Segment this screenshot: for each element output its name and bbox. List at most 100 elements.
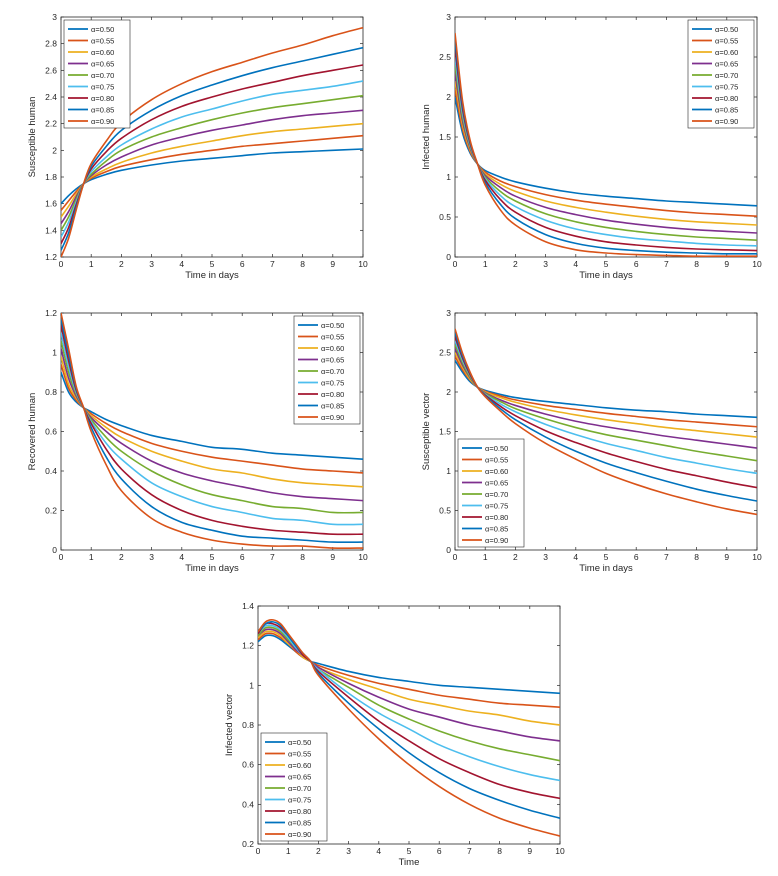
x-tick-label: 4	[573, 552, 578, 562]
legend-entry: α=0.80	[91, 94, 114, 103]
x-tick-label: 1	[483, 552, 488, 562]
legend-entry: α=0.55	[485, 456, 508, 465]
x-tick-label: 8	[694, 552, 699, 562]
y-tick-label: 2.6	[45, 65, 57, 75]
y-axis-label: Infected vector	[224, 694, 235, 756]
x-tick-label: 7	[664, 259, 669, 269]
x-tick-label: 0	[59, 259, 64, 269]
series-line	[258, 620, 560, 819]
x-tick-label: 7	[270, 259, 275, 269]
legend-entry: α=0.65	[321, 356, 344, 365]
chart-susceptible-human: 0 1 2 3 4 5 6 7 8 9 10 1.2 1.4 1.6 1.8 2 2.2 2.4 2.6 2.8 3 Ti…	[27, 12, 368, 281]
x-tick-label: 6	[240, 552, 245, 562]
series-line	[455, 32, 757, 257]
legend-entry: α=0.50	[321, 321, 344, 330]
x-tick-label: 7	[664, 552, 669, 562]
x-tick-label: 3	[149, 259, 154, 269]
y-tick-label: 1	[446, 172, 451, 182]
x-tick-label: 4	[179, 552, 184, 562]
y-tick-label: 2.4	[45, 92, 57, 102]
y-tick-label: 0.6	[242, 760, 254, 770]
x-tick-label: 4	[376, 846, 381, 856]
y-tick-label: 2.8	[45, 39, 57, 49]
series-line	[61, 148, 363, 205]
series-line	[61, 313, 363, 549]
legend-entry: α=0.90	[91, 117, 114, 126]
x-tick-label: 1	[286, 846, 291, 856]
x-tick-label: 3	[149, 552, 154, 562]
y-tick-label: 1	[249, 680, 254, 690]
x-axis-label: Time in days	[185, 563, 239, 574]
x-axis-label: Time	[399, 857, 420, 868]
series-line	[61, 371, 363, 460]
x-tick-label: 9	[527, 846, 532, 856]
x-tick-label: 10	[358, 259, 368, 269]
y-tick-label: 1.2	[242, 641, 254, 651]
x-tick-label: 10	[358, 552, 368, 562]
x-tick-label: 3	[346, 846, 351, 856]
x-tick-label: 1	[483, 259, 488, 269]
x-axis-label: Time in days	[579, 270, 633, 281]
x-axis-label: Time in days	[185, 270, 239, 281]
y-tick-label: 1.4	[242, 601, 254, 611]
y-tick-label: 1.8	[45, 172, 57, 182]
y-tick-label: 0.2	[45, 506, 57, 516]
x-tick-label: 5	[407, 846, 412, 856]
x-tick-label: 4	[573, 259, 578, 269]
legend-entry: α=0.70	[485, 490, 508, 499]
x-tick-label: 0	[453, 259, 458, 269]
legend-entry: α=0.60	[288, 761, 311, 770]
series-line	[455, 328, 757, 516]
y-tick-label: 0	[52, 545, 57, 555]
legend-entry: α=0.60	[91, 48, 114, 57]
legend-entry: α=0.55	[91, 37, 114, 46]
x-tick-label: 9	[330, 259, 335, 269]
legend-entry: α=0.50	[715, 25, 738, 34]
y-tick-label: 0.4	[45, 466, 57, 476]
legend-entry: α=0.55	[321, 333, 344, 342]
x-tick-label: 7	[270, 552, 275, 562]
chart-susceptible-vector: 0 1 2 3 4 5 6 7 8 9 10 0 0.5 1 1.5 2 2.5 3 Time in days Sus…	[421, 308, 762, 574]
legend-entry: α=0.85	[715, 106, 738, 115]
series-line	[258, 628, 560, 742]
legend-entry: α=0.75	[715, 83, 738, 92]
legend: α=0.50 α=0.55 α=0.60 α=0.65 α=0.70 α=0.75 α=0.…	[687, 19, 755, 129]
x-tick-label: 0	[59, 552, 64, 562]
x-tick-label: 8	[300, 259, 305, 269]
x-tick-label: 1	[89, 259, 94, 269]
legend-entry: α=0.80	[485, 513, 508, 522]
x-tick-label: 2	[119, 259, 124, 269]
legend-entry: α=0.70	[321, 367, 344, 376]
legend-entry: α=0.60	[321, 344, 344, 353]
y-tick-label: 0.2	[242, 839, 254, 849]
x-tick-label: 8	[300, 552, 305, 562]
y-tick-label: 1.5	[439, 427, 451, 437]
legend-entry: α=0.70	[91, 71, 114, 80]
series-line	[455, 359, 757, 419]
legend-entry: α=0.90	[288, 830, 311, 839]
y-tick-label: 1.2	[45, 308, 57, 318]
x-tick-label: 1	[89, 552, 94, 562]
y-tick-label: 0.5	[439, 212, 451, 222]
x-tick-label: 8	[694, 259, 699, 269]
series-line	[61, 122, 363, 218]
y-tick-label: 2	[446, 387, 451, 397]
legend-entry: α=0.75	[288, 796, 311, 805]
legend: α=0.50 α=0.55 α=0.60 α=0.65 α=0.70 α=0.75 α=0.…	[63, 19, 131, 129]
x-tick-label: 0	[256, 846, 261, 856]
x-tick-label: 5	[210, 259, 215, 269]
x-tick-label: 2	[119, 552, 124, 562]
x-tick-label: 8	[497, 846, 502, 856]
y-tick-label: 0.8	[242, 720, 254, 730]
legend-entry: α=0.55	[715, 37, 738, 46]
y-axis-label: Infected human	[421, 104, 432, 170]
x-tick-label: 4	[179, 259, 184, 269]
y-tick-label: 2.2	[45, 119, 57, 129]
chart-infected-human: 0 1 2 3 4 5 6 7 8 9 10 0 0.5 1 1.5 2 2.5 3 Time in days Inf…	[421, 12, 762, 281]
y-tick-label: 2	[446, 92, 451, 102]
x-tick-label: 2	[513, 259, 518, 269]
y-axis-label: Susceptible human	[27, 97, 38, 178]
y-tick-label: 0.8	[45, 387, 57, 397]
y-tick-label: 3	[52, 12, 57, 22]
legend-entry: α=0.65	[288, 773, 311, 782]
